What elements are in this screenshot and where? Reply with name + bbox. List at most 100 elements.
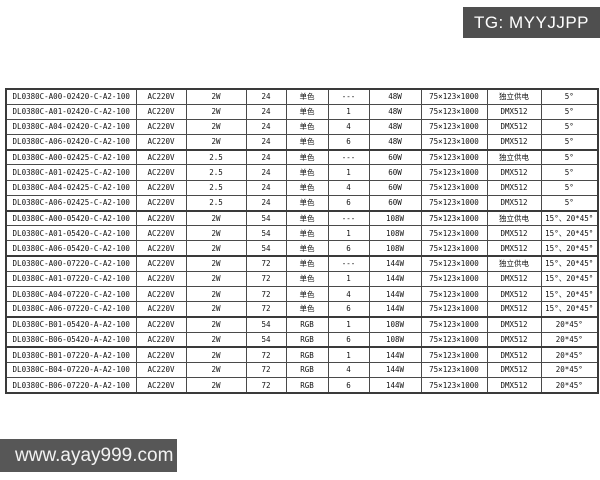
control-mode-cell: DMX512 — [486, 346, 542, 363]
model-cell: DL0380C-A00-07220-C-A2-100 — [5, 255, 137, 272]
spec-table-body: DL0380C-A00-02420-C-A2-100 AC220V 2W 24 单色 --… — [5, 88, 599, 394]
dmx-address-cell: 6 — [327, 331, 370, 349]
beam-angle-cell: 15°、20*45° — [540, 240, 599, 258]
power-per-led-cell: 2W — [185, 225, 247, 242]
beam-angle-cell: 5° — [540, 179, 599, 196]
dimensions-cell: 75×123×1000 — [420, 346, 488, 363]
power-per-led-cell: 2W — [185, 316, 247, 333]
table-row: DL0380C-A06-07220-C-A2-100 AC220V 2W 72 单色 6 1… — [5, 301, 599, 318]
dmx-address-cell: --- — [327, 149, 370, 166]
total-power-cell: 144W — [368, 285, 422, 303]
voltage-cell: AC220V — [135, 88, 187, 105]
power-per-led-cell: 2W — [185, 331, 247, 349]
control-mode-cell: DMX512 — [486, 377, 542, 394]
control-mode-cell: DMX512 — [486, 240, 542, 258]
tag-badge: TG: MYYJJPP — [463, 7, 600, 38]
led-count-cell: 54 — [245, 331, 287, 349]
color-cell: 单色 — [285, 225, 329, 242]
voltage-cell: AC220V — [135, 255, 187, 272]
power-per-led-cell: 2.5 — [185, 149, 247, 166]
dimensions-cell: 75×123×1000 — [420, 103, 488, 120]
dimensions-cell: 75×123×1000 — [420, 377, 488, 394]
control-mode-cell: DMX512 — [486, 316, 542, 333]
total-power-cell: 144W — [368, 346, 422, 363]
model-cell: DL0380C-A06-02425-C-A2-100 — [5, 194, 137, 212]
table-row: DL0380C-A06-02425-C-A2-100 AC220V 2.5 24 单色 6… — [5, 194, 599, 212]
color-cell: 单色 — [285, 164, 329, 181]
total-power-cell: 60W — [368, 164, 422, 181]
table-row: DL0380C-A06-02420-C-A2-100 AC220V 2W 24 单色 6 4… — [5, 134, 599, 151]
dimensions-cell: 75×123×1000 — [420, 240, 488, 258]
spec-table: DL0380C-A00-02420-C-A2-100 AC220V 2W 24 单色 --… — [5, 88, 599, 394]
total-power-cell: 144W — [368, 377, 422, 394]
total-power-cell: 108W — [368, 209, 422, 227]
led-count-cell: 54 — [245, 316, 287, 333]
color-cell: 单色 — [285, 270, 329, 287]
led-count-cell: 72 — [245, 377, 287, 394]
control-mode-cell: DMX512 — [486, 361, 542, 379]
beam-angle-cell: 5° — [540, 164, 599, 181]
control-mode-cell: 独立供电 — [486, 149, 542, 166]
dmx-address-cell: 4 — [327, 285, 370, 303]
total-power-cell: 48W — [368, 103, 422, 120]
total-power-cell: 60W — [368, 194, 422, 212]
model-cell: DL0380C-A06-07220-C-A2-100 — [5, 301, 137, 318]
color-cell: 单色 — [285, 209, 329, 227]
voltage-cell: AC220V — [135, 209, 187, 227]
voltage-cell: AC220V — [135, 149, 187, 166]
model-cell: DL0380C-A01-02425-C-A2-100 — [5, 164, 137, 181]
power-per-led-cell: 2W — [185, 285, 247, 303]
dimensions-cell: 75×123×1000 — [420, 194, 488, 212]
beam-angle-cell: 15°、20*45° — [540, 225, 599, 242]
dimensions-cell: 75×123×1000 — [420, 331, 488, 349]
beam-angle-cell: 20*45° — [540, 361, 599, 379]
color-cell: 单色 — [285, 179, 329, 196]
total-power-cell: 108W — [368, 240, 422, 258]
table-row: DL0380C-B04-07220-A-A2-100 AC220V 2W 72 RGB 4… — [5, 361, 599, 379]
model-cell: DL0380C-B06-05420-A-A2-100 — [5, 331, 137, 349]
table-row: DL0380C-A01-05420-C-A2-100 AC220V 2W 54 单色 1 1… — [5, 225, 599, 242]
color-cell: RGB — [285, 361, 329, 379]
voltage-cell: AC220V — [135, 179, 187, 196]
power-per-led-cell: 2.5 — [185, 164, 247, 181]
total-power-cell: 48W — [368, 88, 422, 105]
dimensions-cell: 75×123×1000 — [420, 255, 488, 272]
dimensions-cell: 75×123×1000 — [420, 88, 488, 105]
beam-angle-cell: 5° — [540, 149, 599, 166]
voltage-cell: AC220V — [135, 316, 187, 333]
total-power-cell: 144W — [368, 361, 422, 379]
table-row: DL0380C-B01-05420-A-A2-100 AC220V 2W 54 RGB 1… — [5, 316, 599, 333]
power-per-led-cell: 2W — [185, 134, 247, 151]
dimensions-cell: 75×123×1000 — [420, 179, 488, 196]
led-count-cell: 24 — [245, 103, 287, 120]
power-per-led-cell: 2W — [185, 255, 247, 272]
table-row: DL0380C-A01-07220-C-A2-100 AC220V 2W 72 单色 1 1… — [5, 270, 599, 287]
voltage-cell: AC220V — [135, 301, 187, 318]
table-row: DL0380C-A04-02420-C-A2-100 AC220V 2W 24 单色 4 4… — [5, 118, 599, 136]
control-mode-cell: DMX512 — [486, 225, 542, 242]
beam-angle-cell: 20*45° — [540, 377, 599, 394]
total-power-cell: 108W — [368, 316, 422, 333]
color-cell: 单色 — [285, 118, 329, 136]
led-count-cell: 24 — [245, 149, 287, 166]
control-mode-cell: 独立供电 — [486, 88, 542, 105]
led-count-cell: 54 — [245, 209, 287, 227]
beam-angle-cell: 15°、20*45° — [540, 285, 599, 303]
model-cell: DL0380C-A00-05420-C-A2-100 — [5, 209, 137, 227]
total-power-cell: 108W — [368, 331, 422, 349]
dimensions-cell: 75×123×1000 — [420, 209, 488, 227]
dmx-address-cell: 6 — [327, 194, 370, 212]
watermark-badge: www.ayay999.com — [0, 439, 177, 472]
voltage-cell: AC220V — [135, 194, 187, 212]
control-mode-cell: 独立供电 — [486, 255, 542, 272]
led-count-cell: 24 — [245, 194, 287, 212]
control-mode-cell: DMX512 — [486, 164, 542, 181]
model-cell: DL0380C-A01-02420-C-A2-100 — [5, 103, 137, 120]
control-mode-cell: DMX512 — [486, 194, 542, 212]
table-row: DL0380C-A01-02420-C-A2-100 AC220V 2W 24 单色 1 4… — [5, 103, 599, 120]
tag-badge-label: TG: MYYJJPP — [473, 12, 590, 32]
table-row: DL0380C-B01-07220-A-A2-100 AC220V 2W 72 RGB 1… — [5, 346, 599, 363]
dmx-address-cell: 1 — [327, 346, 370, 363]
voltage-cell: AC220V — [135, 361, 187, 379]
dmx-address-cell: 4 — [327, 118, 370, 136]
